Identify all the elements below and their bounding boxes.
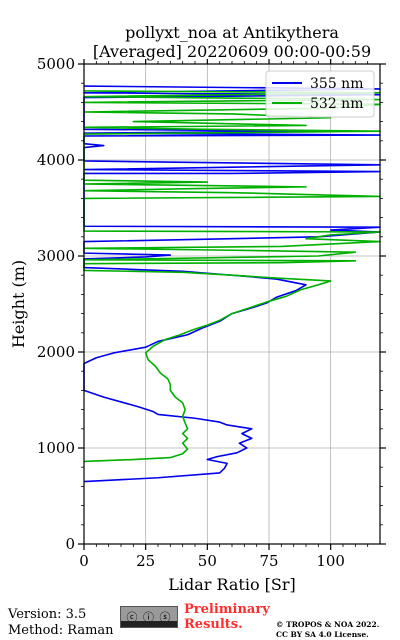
y-axis-label: Height (m) <box>9 260 28 348</box>
preliminary-notice: Preliminary Results. <box>184 602 270 632</box>
version-text: Version: 3.5 <box>8 607 87 622</box>
legend-label-532: 532 nm <box>310 96 363 112</box>
license-text: © TROPOS & NOA 2022. CC BY SA 4.0 Licens… <box>276 620 379 640</box>
legend: 355 nm 532 nm <box>265 70 375 118</box>
y-tick-label: 1000 <box>37 439 75 457</box>
series-line-355 <box>83 85 381 483</box>
license-line2: CC BY SA 4.0 License. <box>276 630 369 639</box>
series-lines <box>83 85 381 483</box>
x-axis-label: Lidar Ratio [Sr] <box>168 575 296 594</box>
footer-version-block: Version: 3.5 Method: Raman <box>8 607 114 639</box>
chart-title-line2: [Averaged] 20220609 00:00-00:59 <box>93 42 371 61</box>
chart-title-line1: pollyxt_noa at Antikythera <box>125 23 339 42</box>
cc-license-badge: ⓒ ⓘ ⓢ <box>120 606 178 628</box>
prelim-line2: Results. <box>184 617 243 632</box>
x-tick-label: 100 <box>316 552 345 570</box>
x-tick-label: 75 <box>259 552 278 570</box>
x-tick-label: 50 <box>198 552 217 570</box>
y-tick-label: 4000 <box>37 151 75 169</box>
legend-label-355: 355 nm <box>310 76 363 92</box>
y-tick-label: 3000 <box>37 247 75 265</box>
prelim-line1: Preliminary <box>184 602 270 617</box>
y-tick-label: 0 <box>65 535 75 553</box>
license-line1: © TROPOS & NOA 2022. <box>276 620 380 629</box>
cc-icon: ⓒ ⓘ ⓢ <box>126 611 172 624</box>
x-tick-label: 0 <box>79 552 89 570</box>
series-line-532 <box>83 90 381 463</box>
method-text: Method: Raman <box>8 623 114 638</box>
cc-badge-strip <box>121 621 177 627</box>
x-tick-label: 25 <box>136 552 155 570</box>
y-tick-label: 2000 <box>37 343 75 361</box>
y-tick-label: 5000 <box>37 55 75 73</box>
